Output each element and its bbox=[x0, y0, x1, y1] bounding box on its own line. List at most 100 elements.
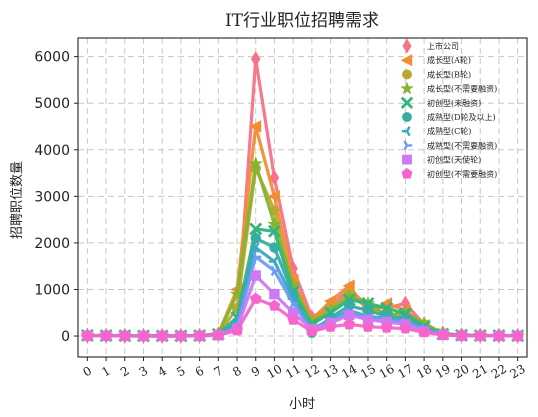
y-tick-label: 6000 bbox=[34, 50, 70, 66]
data-point bbox=[100, 329, 112, 341]
data-point bbox=[231, 324, 243, 336]
data-point bbox=[399, 322, 412, 334]
legend-label: 成熟型(不需要融资) bbox=[427, 140, 497, 150]
data-point bbox=[270, 265, 280, 277]
y-tick-label: 1000 bbox=[34, 282, 70, 298]
legend-marker bbox=[401, 126, 411, 137]
data-point bbox=[175, 329, 187, 341]
data-point bbox=[212, 329, 225, 341]
y-tick-label: 5000 bbox=[34, 96, 70, 112]
data-point bbox=[343, 318, 356, 330]
x-tick-label: 13 bbox=[320, 362, 340, 382]
legend-label: 初创型(天使轮) bbox=[427, 155, 481, 165]
legend-item: 成熟型(不需要融资) bbox=[403, 140, 497, 151]
y-tick-label: 4000 bbox=[34, 143, 70, 159]
legend-label: 上市公司 bbox=[427, 41, 459, 51]
data-point bbox=[437, 328, 449, 341]
data-point bbox=[380, 301, 394, 315]
data-point bbox=[289, 298, 299, 309]
legend-item: 初创型(不需要融资) bbox=[401, 167, 497, 179]
x-axis-label: 小时 bbox=[289, 397, 315, 412]
data-point bbox=[118, 329, 131, 341]
legend-label: 成长型(B轮) bbox=[427, 69, 471, 79]
legend-marker bbox=[402, 69, 412, 80]
data-point bbox=[251, 51, 261, 67]
x-tick-label: 11 bbox=[283, 362, 303, 382]
data-point bbox=[418, 326, 430, 338]
legend-marker bbox=[401, 167, 413, 179]
legend-item: 初创型(未融资) bbox=[400, 96, 481, 109]
data-point bbox=[267, 224, 281, 238]
data-point bbox=[474, 329, 487, 341]
legend-item: 成长型(B轮) bbox=[402, 69, 471, 80]
x-tick-label: 10 bbox=[264, 362, 284, 382]
data-point bbox=[306, 325, 318, 337]
data-point bbox=[250, 270, 261, 281]
data-point bbox=[249, 120, 262, 133]
x-tick-label: 17 bbox=[395, 362, 415, 382]
series-10 bbox=[81, 292, 524, 341]
y-tick-label: 3000 bbox=[34, 189, 70, 205]
data-point bbox=[250, 233, 261, 244]
data-point bbox=[380, 321, 393, 333]
data-point bbox=[362, 305, 374, 316]
x-tick-label: 21 bbox=[470, 362, 490, 382]
legend-marker bbox=[402, 154, 412, 165]
plot-frame bbox=[77, 37, 528, 358]
data-point bbox=[251, 251, 262, 263]
data-point bbox=[493, 329, 505, 341]
data-point bbox=[248, 156, 263, 170]
legend-item: 上市公司 bbox=[402, 38, 459, 54]
legend-label: 初创型(未融资) bbox=[427, 98, 481, 108]
legend-label: 成熟型(C轮) bbox=[427, 126, 471, 136]
data-point bbox=[269, 169, 280, 186]
data-point bbox=[81, 329, 94, 341]
series-layer bbox=[80, 51, 525, 344]
x-tick-label: 12 bbox=[302, 362, 322, 382]
x-tick-label: 15 bbox=[358, 362, 378, 382]
data-point bbox=[137, 329, 150, 341]
x-tick-label: 19 bbox=[433, 362, 453, 382]
data-point bbox=[249, 222, 263, 236]
y-axis-label: 招聘职位数量 bbox=[10, 161, 25, 239]
legend-marker bbox=[400, 54, 413, 67]
legend-marker bbox=[402, 38, 412, 54]
legend-marker bbox=[400, 96, 414, 109]
x-tick-label: 16 bbox=[377, 362, 397, 382]
x-tick-label: 22 bbox=[489, 362, 509, 382]
legend-item: 成长型(不需要融资) bbox=[400, 81, 497, 95]
y-tick-label: 2000 bbox=[34, 236, 70, 252]
legend-label: 成熟型(D轮及以上) bbox=[427, 112, 496, 122]
x-tick-label: 20 bbox=[451, 362, 471, 382]
legend-marker bbox=[403, 140, 413, 151]
data-point bbox=[362, 320, 374, 332]
y-tick-label: 0 bbox=[61, 329, 70, 345]
data-point bbox=[250, 242, 260, 253]
legend-item: 成熟型(C轮) bbox=[401, 126, 471, 137]
x-tick-label: 18 bbox=[414, 362, 434, 382]
data-point bbox=[193, 329, 206, 341]
data-point bbox=[268, 299, 281, 311]
legend-marker bbox=[400, 81, 414, 95]
data-point bbox=[287, 313, 299, 325]
legend-label: 成长型(不需要融资) bbox=[427, 84, 497, 94]
data-point bbox=[269, 242, 280, 253]
legend-item: 成长型(A轮) bbox=[400, 54, 471, 67]
data-point bbox=[455, 329, 468, 341]
chart-title: IT行业职位招聘需求 bbox=[225, 11, 379, 31]
data-point bbox=[267, 216, 282, 231]
data-point bbox=[156, 329, 168, 341]
legend-item: 初创型(天使轮) bbox=[402, 154, 481, 165]
x-tick-label: 23 bbox=[508, 362, 528, 382]
x-tick-label: 14 bbox=[339, 361, 360, 381]
data-point bbox=[511, 329, 524, 341]
legend-item: 成熟型(D轮及以上) bbox=[402, 112, 496, 122]
data-point bbox=[269, 288, 280, 300]
data-point bbox=[268, 256, 279, 267]
data-point bbox=[324, 320, 337, 332]
data-point bbox=[249, 292, 262, 304]
legend-label: 初创型(不需要融资) bbox=[427, 169, 497, 179]
data-point bbox=[342, 279, 355, 293]
